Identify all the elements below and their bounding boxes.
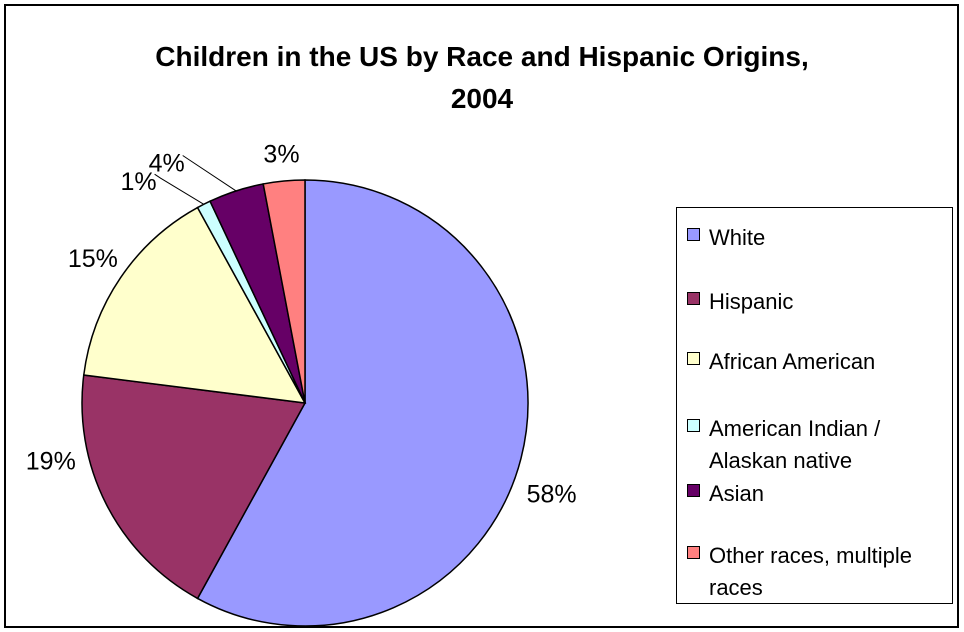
legend-label-line: Hispanic	[709, 289, 794, 314]
legend-swatch	[687, 292, 700, 305]
pie-slice-hispanic	[81, 374, 307, 600]
pie-slice-other-races-multiple-races	[262, 179, 306, 404]
legend-swatch	[687, 228, 700, 241]
legend-label-line: Asian	[709, 481, 765, 506]
pie-slices	[81, 179, 529, 627]
chart-title-line-1: Children in the US by Race and Hispanic …	[155, 41, 809, 72]
data-label-other-races-multiple-races: 3%	[263, 140, 299, 168]
legend-label-line: African American	[709, 349, 876, 374]
pie-slice-white	[196, 179, 529, 627]
data-label-american-indian-alaskan-native: 1%	[121, 168, 157, 196]
legend-label: Hispanic	[709, 286, 949, 318]
legend-swatch	[687, 419, 700, 432]
leader-line-asian	[182, 155, 237, 192]
chart-title-line-2: 2004	[450, 83, 514, 114]
legend-label: Asian	[709, 478, 949, 510]
data-label-asian: 4%	[149, 150, 185, 178]
data-label-hispanic: 19%	[26, 448, 76, 476]
data-label-african-american: 15%	[68, 245, 118, 273]
legend-label: African American	[709, 346, 949, 378]
legend-label-line: White	[709, 225, 766, 250]
chart-title: Children in the US by Race and Hispanic …	[0, 36, 964, 120]
legend-swatch	[687, 546, 700, 559]
legend-swatch	[687, 352, 700, 365]
legend-label-line: Alaskan native	[709, 448, 853, 473]
leader-lines	[154, 155, 237, 205]
data-labels: 58% 19% 15% 1%4% 3%	[26, 140, 577, 508]
legend-label-line: races	[709, 575, 763, 600]
legend-swatch	[687, 484, 700, 497]
legend-label-line: American Indian /	[709, 416, 881, 441]
legend: White Hispanic African American American In…	[676, 207, 953, 604]
legend-label-line: Other races, multiple	[709, 543, 912, 568]
legend-label: White	[709, 222, 949, 254]
legend-label: American Indian / Alaskan native	[709, 413, 949, 477]
data-label-white: 58%	[527, 481, 577, 509]
pie-slice-african-american	[82, 206, 307, 404]
legend-label: Other races, multiple races	[709, 540, 949, 604]
leader-line-american-indian-alaskan-native	[154, 173, 205, 205]
